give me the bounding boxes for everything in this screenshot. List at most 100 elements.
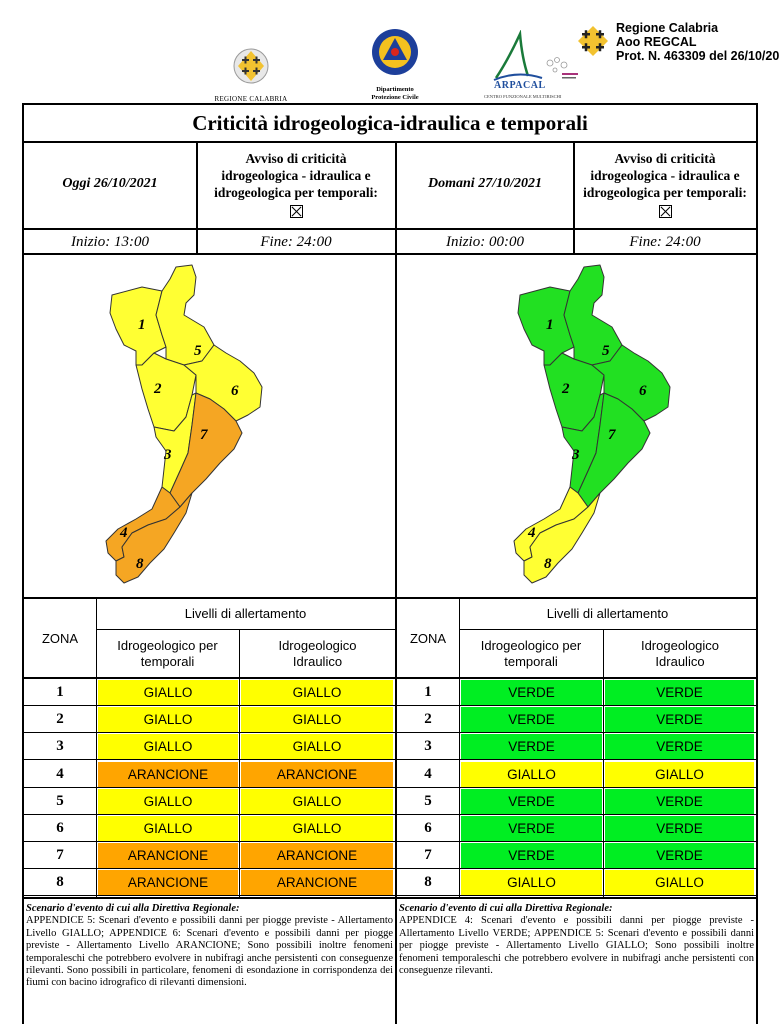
today-map: 1 2 3 4 5 6 7 8 [24, 257, 395, 597]
svg-text:7: 7 [200, 427, 208, 443]
tomorrow-levels-table: ZONA Livelli di allertamento Idrogeologi… [397, 597, 756, 897]
zone-number: 8 [424, 874, 432, 891]
tomorrow-avviso-checkbox [658, 205, 672, 219]
level-cell-temporali: GIALLO [461, 870, 602, 896]
col-temporali-header: Idrogeologico per temporali [459, 638, 603, 670]
zone-8-area [523, 492, 601, 584]
tomorrow-header-divider [573, 141, 575, 255]
bulletin-title: Criticità idrogeologica-idraulica e temp… [24, 105, 756, 143]
today-avviso-cell: Avviso di criticità idrogeologica - idra… [197, 141, 395, 230]
level-cell-idraulico: GIALLO [241, 788, 393, 814]
zone-8-area [115, 492, 193, 584]
zone-7-area [169, 392, 243, 508]
svg-text:1: 1 [138, 317, 146, 333]
table-row: 6 VERDE VERDE [397, 815, 756, 842]
today-scenario-text: APPENDICE 5: Scenari d'evento e possibil… [26, 915, 393, 989]
level-cell-temporali: GIALLO [98, 816, 238, 841]
pc-caption-line1: Dipartimento [376, 86, 414, 93]
level-cell-idraulico: GIALLO [241, 734, 393, 760]
level-cell-idraulico: GIALLO [241, 707, 393, 733]
protezione-civile-logo: Dipartimento Protezione Civile [355, 28, 435, 102]
col-idraulico-header: Idrogeologico Idraulico [240, 638, 395, 670]
zone-number: 3 [56, 738, 64, 755]
svg-text:8: 8 [544, 556, 552, 572]
level-cell-temporali: GIALLO [461, 761, 602, 787]
table-row: 6 GIALLO GIALLO [24, 815, 395, 842]
zone-number: 5 [424, 792, 432, 809]
tomorrow-avviso-line3: idrogeologica per temporali: [583, 185, 747, 200]
table-row: 5 GIALLO GIALLO [24, 788, 395, 815]
svg-text:2: 2 [153, 381, 162, 397]
level-cell-idraulico: VERDE [605, 816, 754, 841]
svg-text:8: 8 [136, 556, 144, 572]
today-avviso-line1: Avviso di criticità [245, 151, 347, 166]
level-cell-temporali: ARANCIONE [98, 761, 238, 787]
level-cell-idraulico: GIALLO [605, 870, 754, 896]
zone-number: 2 [424, 711, 432, 728]
today-scenario: Scenario d'evento di cui alla Direttiva … [24, 899, 395, 1024]
level-cell-temporali: VERDE [461, 816, 602, 841]
protezione-civile-caption: Dipartimento Protezione Civile [355, 86, 435, 102]
zone-number: 3 [424, 738, 432, 755]
today-scenario-title: Scenario d'evento di cui alla Direttiva … [26, 903, 240, 914]
today-start-time: Inizio: 13:00 [24, 230, 196, 255]
table-row: 1 GIALLO GIALLO [24, 679, 395, 706]
table-row: 3 VERDE VERDE [397, 733, 756, 761]
arpacal-name: ARPACAL [494, 80, 546, 91]
arpacal-mark-icon [493, 29, 578, 81]
protocol-stamp: Regione Calabria Aoo REGCAL Prot. N. 463… [576, 18, 781, 68]
zone-number: 7 [56, 847, 64, 864]
today-calabria-map-icon: 1 2 3 4 5 6 7 8 [105, 264, 263, 584]
scenario-top-rule [24, 897, 756, 899]
level-cell-temporali: GIALLO [98, 788, 238, 814]
svg-text:7: 7 [608, 427, 616, 443]
bulletin-frame: Criticità idrogeologica-idraulica e temp… [22, 103, 758, 1024]
tomorrow-date: Domani 27/10/2021 [428, 176, 542, 191]
col-idraulico-header: Idrogeologico Idraulico [604, 638, 756, 670]
zone-number: 4 [424, 765, 432, 782]
today-header-divider [196, 141, 198, 255]
zone-number: 2 [56, 711, 64, 728]
protocol-line3: Prot. N. 463309 del 26/10/20 [616, 49, 780, 63]
level-cell-idraulico: VERDE [605, 734, 754, 760]
zone-number: 8 [56, 874, 64, 891]
level-cell-temporali: VERDE [461, 788, 602, 814]
table-row: 2 GIALLO GIALLO [24, 706, 395, 734]
tomorrow-scenario: Scenario d'evento di cui alla Direttiva … [397, 899, 756, 1024]
table-row: 1 VERDE VERDE [397, 679, 756, 706]
tomorrow-avviso-line2: idrogeologica - idraulica e [590, 168, 740, 183]
col-temporali-line2: temporali [140, 654, 195, 669]
level-cell-temporali: GIALLO [98, 707, 238, 733]
col-idraulico-line1: Idrogeologico [640, 638, 720, 653]
svg-text:3: 3 [571, 447, 580, 463]
livelli-header: Livelli di allertamento [546, 606, 669, 621]
zone-number: 5 [56, 792, 64, 809]
col-idraulico-line2: Idraulico [655, 654, 705, 669]
level-cell-temporali: GIALLO [98, 734, 238, 760]
svg-text:4: 4 [119, 525, 128, 541]
table-row: 2 VERDE VERDE [397, 706, 756, 734]
regione-calabria-emblem-icon [233, 48, 269, 84]
table-row: 4 ARANCIONE ARANCIONE [24, 761, 395, 788]
table-row: 8 GIALLO GIALLO [397, 869, 756, 897]
today-levels-table: ZONA Livelli di allertamento Idrogeologi… [24, 597, 395, 897]
today-avviso-line3: idrogeologica per temporali: [214, 185, 378, 200]
livelli-header: Livelli di allertamento [184, 606, 307, 621]
zone-number: 6 [424, 820, 432, 836]
day-divider [395, 141, 397, 1024]
level-cell-temporali: ARANCIONE [98, 843, 238, 869]
svg-text:6: 6 [639, 383, 647, 399]
level-cell-idraulico: GIALLO [241, 680, 393, 705]
svg-text:6: 6 [231, 383, 239, 399]
svg-text:4: 4 [527, 525, 536, 541]
table-row: 7 ARANCIONE ARANCIONE [24, 842, 395, 870]
tomorrow-start-time: Inizio: 00:00 [397, 230, 573, 255]
level-cell-idraulico: GIALLO [241, 816, 393, 841]
level-cell-idraulico: VERDE [605, 788, 754, 814]
zone-5-area [155, 264, 215, 366]
zona-header: ZONA [41, 631, 79, 646]
regione-calabria-logo: REGIONE CALABRIA [205, 48, 297, 103]
arpacal-subtitle: CENTRO FUNZIONALE MULTIRISCHI [484, 94, 562, 99]
svg-text:5: 5 [602, 343, 610, 359]
table-row: 8 ARANCIONE ARANCIONE [24, 869, 395, 897]
